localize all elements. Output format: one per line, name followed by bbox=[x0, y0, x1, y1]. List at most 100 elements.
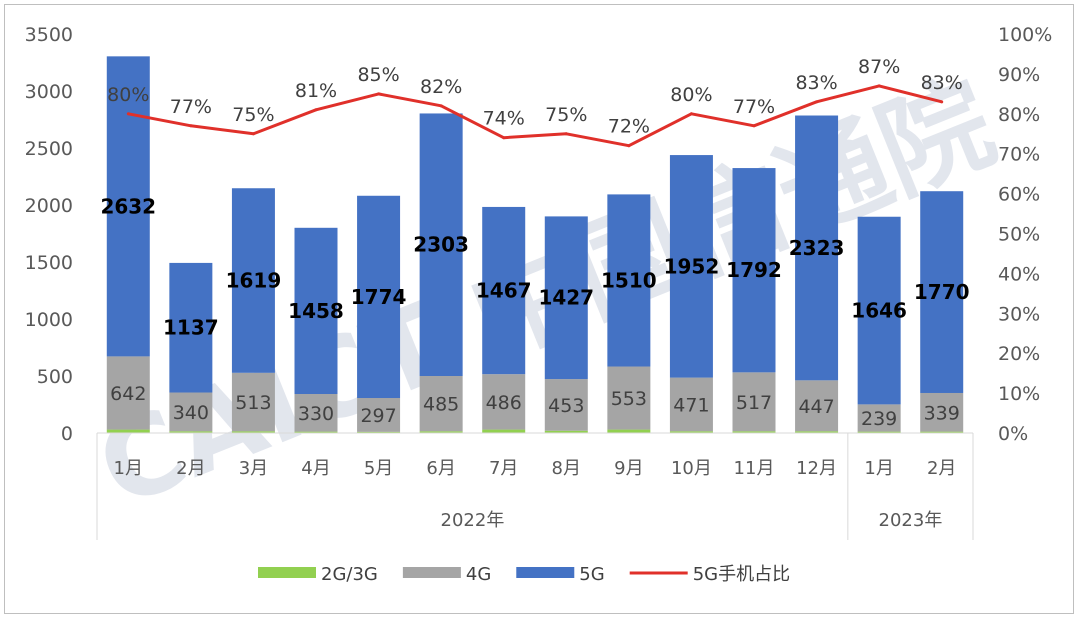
label-5g-13: 1646 bbox=[851, 299, 907, 323]
y-right-tick-0: 0% bbox=[998, 423, 1028, 445]
label-5g-9: 1510 bbox=[601, 268, 657, 292]
y-left-tick-3500: 3500 bbox=[25, 24, 73, 46]
x-tick-8: 8月 bbox=[552, 458, 581, 479]
label-5g-5: 1774 bbox=[351, 285, 407, 309]
bar-5g-5 bbox=[357, 195, 401, 399]
label-5g-6: 2303 bbox=[413, 233, 469, 257]
bar-5g-3 bbox=[231, 188, 275, 373]
bar-5g-2 bbox=[169, 262, 213, 393]
x-tick-9: 9月 bbox=[614, 458, 643, 479]
y-right-tick-4: 40% bbox=[998, 263, 1040, 285]
y-right-tick-10: 100% bbox=[998, 24, 1052, 46]
label-share-14: 83% bbox=[921, 72, 963, 94]
bar-4g-13 bbox=[857, 404, 901, 432]
label-share-1: 80% bbox=[107, 84, 149, 106]
x-tick-6: 6月 bbox=[426, 458, 455, 479]
line-point-4 bbox=[314, 108, 318, 112]
y-left-tick-1000: 1000 bbox=[25, 309, 73, 331]
label-4g-8: 453 bbox=[548, 395, 584, 417]
y-right-tick-3: 30% bbox=[998, 303, 1040, 325]
x-tick-2: 2月 bbox=[176, 458, 205, 479]
bar-2g3g-10 bbox=[669, 431, 713, 433]
label-share-2: 77% bbox=[170, 96, 212, 118]
bar-2g3g-8 bbox=[544, 430, 588, 433]
bar-2g3g-1 bbox=[106, 429, 150, 433]
label-4g-11: 517 bbox=[736, 392, 772, 414]
x-tick-4: 4月 bbox=[301, 458, 330, 479]
bar-5g-12 bbox=[795, 115, 839, 381]
y-right-tick-6: 60% bbox=[998, 184, 1040, 206]
bar-4g-9 bbox=[607, 366, 651, 430]
legend-swatch-1 bbox=[258, 567, 316, 578]
bar-5g-13 bbox=[857, 216, 901, 405]
label-5g-10: 1952 bbox=[664, 254, 720, 278]
line-point-7 bbox=[502, 136, 506, 140]
line-point-5 bbox=[377, 92, 381, 96]
line-point-14 bbox=[940, 100, 944, 104]
legend-label-1: 2G/3G bbox=[321, 564, 378, 585]
label-share-10: 80% bbox=[670, 84, 712, 106]
x-tick-13: 1月 bbox=[864, 458, 893, 479]
label-4g-2: 340 bbox=[173, 402, 209, 424]
bar-4g-6 bbox=[419, 376, 463, 432]
bar-2g3g-14 bbox=[920, 431, 964, 433]
label-share-7: 74% bbox=[483, 108, 525, 130]
bar-4g-5 bbox=[357, 398, 401, 432]
label-share-13: 87% bbox=[858, 56, 900, 78]
group-label-1: 2022年 bbox=[441, 510, 505, 531]
bar-2g3g-13 bbox=[857, 431, 901, 433]
y-left-tick-3000: 3000 bbox=[25, 81, 73, 103]
bar-2g3g-12 bbox=[795, 431, 839, 433]
line-point-13 bbox=[877, 84, 881, 88]
bar-4g-7 bbox=[482, 374, 526, 430]
x-tick-7: 7月 bbox=[489, 458, 518, 479]
bar-5g-10 bbox=[669, 155, 713, 378]
label-5g-14: 1770 bbox=[914, 280, 970, 304]
bar-4g-3 bbox=[231, 372, 275, 432]
bar-2g3g-3 bbox=[231, 431, 275, 433]
legend-label-3: 5G bbox=[579, 564, 604, 585]
bar-2g3g-11 bbox=[732, 431, 776, 433]
line-point-2 bbox=[189, 124, 193, 128]
bar-2g3g-4 bbox=[294, 431, 338, 433]
bar-4g-8 bbox=[544, 379, 588, 431]
label-5g-3: 1619 bbox=[226, 269, 282, 293]
label-share-5: 85% bbox=[357, 64, 399, 86]
bar-4g-2 bbox=[169, 392, 213, 432]
bar-4g-4 bbox=[294, 394, 338, 432]
bar-4g-12 bbox=[795, 380, 839, 432]
x-tick-1: 1月 bbox=[114, 458, 143, 479]
y-right-tick-8: 80% bbox=[998, 104, 1040, 126]
label-4g-9: 553 bbox=[611, 388, 647, 410]
bar-2g3g-9 bbox=[607, 429, 651, 433]
group-label-2: 2023年 bbox=[879, 510, 943, 531]
label-4g-3: 513 bbox=[235, 392, 271, 414]
y-left-tick-500: 500 bbox=[37, 366, 73, 388]
label-5g-1: 2632 bbox=[100, 194, 156, 218]
bar-2g3g-6 bbox=[419, 431, 463, 433]
line-point-8 bbox=[564, 132, 568, 136]
bar-5g-1 bbox=[106, 56, 150, 357]
label-5g-4: 1458 bbox=[288, 299, 344, 323]
bar-5g-14 bbox=[920, 191, 964, 393]
legend-swatch-2 bbox=[402, 567, 461, 578]
label-4g-7: 486 bbox=[486, 392, 522, 414]
label-4g-5: 297 bbox=[360, 405, 396, 427]
x-tick-3: 3月 bbox=[239, 458, 268, 479]
x-tick-11: 11月 bbox=[734, 458, 775, 479]
line-5g-share bbox=[128, 84, 943, 148]
bar-5g-4 bbox=[294, 227, 338, 395]
label-share-9: 72% bbox=[608, 116, 650, 138]
y-right-tick-1: 10% bbox=[998, 383, 1040, 405]
line-point-10 bbox=[689, 112, 693, 116]
x-tick-12: 12月 bbox=[796, 458, 837, 479]
label-4g-14: 339 bbox=[924, 402, 960, 424]
label-share-11: 77% bbox=[733, 96, 775, 118]
line-point-11 bbox=[752, 124, 756, 128]
label-5g-7: 1467 bbox=[476, 279, 532, 303]
legend-label-2: 4G bbox=[466, 564, 491, 585]
bar-5g-11 bbox=[732, 168, 776, 373]
y-right-tick-7: 70% bbox=[998, 144, 1040, 166]
label-share-8: 75% bbox=[545, 104, 587, 126]
bar-4g-1 bbox=[106, 356, 150, 430]
